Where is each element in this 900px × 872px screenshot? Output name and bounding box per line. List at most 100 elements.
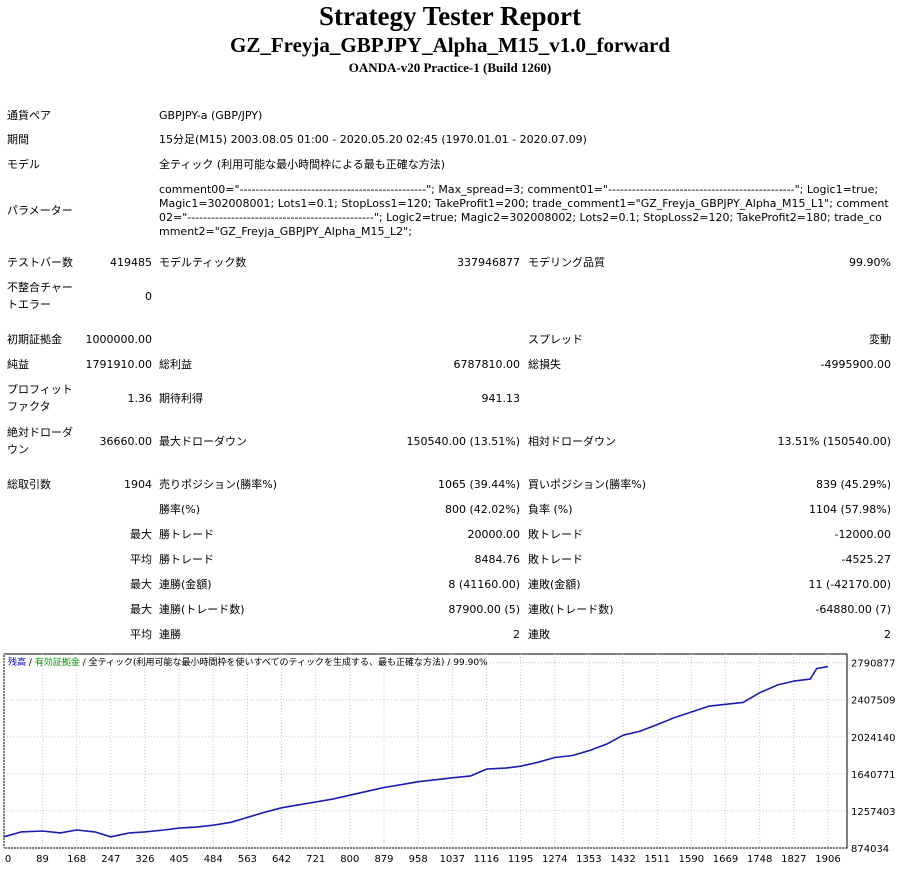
loss-pct-label: 負率 (%) [528,503,573,516]
x-tick-label: 247 [101,854,120,865]
avg-cons-win-value: 2 [513,628,520,641]
total-label: 総取引数 [7,478,51,491]
x-tick-label: 642 [272,854,291,865]
balance-line [3,665,829,838]
symbol-label: 通貨ペア [7,109,51,122]
report-title: Strategy Tester Report [319,1,581,31]
x-tick-label: 563 [238,854,257,865]
max-label: 最大 [130,528,152,541]
x-tick-label: 879 [374,854,393,865]
max-dd-value: 150540.00 (13.51%) [406,435,520,448]
mismatch-value: 0 [145,290,152,303]
expected-label: 期待利得 [159,392,203,405]
max-loss-label: 敗トレード [528,528,583,541]
max-dd-label: 最大ドローダウン [159,435,247,448]
model-label: モデル [7,158,40,171]
cons-win-money-label: 連勝(金額) [159,578,212,591]
abs-dd-value: 36660.00 [99,435,153,448]
avg-cons-win-label: 連勝 [159,628,181,641]
gross-profit-value: 6787810.00 [453,358,520,371]
params-label: パラメーター [7,204,73,217]
x-tick-label: 1195 [508,854,533,865]
x-tick-label: 1432 [610,854,635,865]
short-value: 1065 (39.44%) [437,478,520,491]
y-tick-label: 2407509 [851,696,896,707]
y-tick-label: 2790877 [851,659,896,670]
cons-win-trades-value: 87900.00 (5) [448,603,520,616]
chart-grid [3,654,847,849]
expert-name: GZ_Freyja_GBPJPY_Alpha_M15_v1.0_forward [230,33,670,57]
net-label: 純益 [7,358,29,371]
x-tick-label: 484 [204,854,223,865]
abs-dd-label-1: 絶対ドローダ [7,426,73,439]
pf-value: 1.36 [127,392,153,405]
gross-loss-value: -4995900.00 [820,358,891,371]
x-tick-label: 1590 [679,854,704,865]
x-tick-label: 1511 [644,854,669,865]
loss-pct-value: 1104 (57.98%) [808,503,891,516]
x-tick-label: 800 [340,854,359,865]
period-value: 15分足(M15) 2003.08.05 01:00 - 2020.05.20 … [159,133,587,146]
max-label: 最大 [130,603,152,616]
avg-win-label: 勝トレード [159,553,214,566]
gross-profit-label: 総利益 [159,358,192,371]
plot-area [3,653,848,849]
x-tick-label: 1827 [781,854,806,865]
legend-balance: 残高 [8,656,26,668]
abs-dd-label-2: ウン [7,443,29,456]
ticks-value: 337946877 [457,256,520,269]
y-tick-label: 1257403 [851,807,896,818]
x-tick-label: 89 [36,854,49,865]
legend-quality: 99.90% [453,658,488,668]
long-label: 買いポジション(勝率%) [528,478,647,491]
cons-loss-money-label: 連敗(金額) [528,578,581,591]
long-value: 839 (45.29%) [815,478,891,491]
model-value: 全ティック (利用可能な最小時間枠による最も正確な方法) [159,158,446,171]
x-tick-label: 1748 [747,854,772,865]
spread-value: 変動 [869,333,891,346]
avg-loss-value: -4525.27 [841,553,891,566]
x-tick-label: 168 [67,854,86,865]
y-tick-label: 874034 [851,844,889,855]
x-tick-label: 1274 [542,854,567,865]
cons-loss-money-value: 11 (-42170.00) [808,578,891,591]
params-value: comment00="-----------------------------… [159,183,889,238]
expected-value: 941.13 [481,392,521,405]
bars-value: 419485 [110,256,152,269]
chart-legend: 残高 / 有効証拠金 / 全ティック(利用可能な最小時間枠を使いすべてのティック… [8,656,488,668]
deposit-value: 1000000.00 [85,333,152,346]
x-tick-label: 1116 [474,854,499,865]
y-tick-label: 1640771 [851,770,896,781]
net-value: 1791910.00 [85,358,152,371]
avg-cons-loss-value: 2 [884,628,891,641]
cons-loss-trades-value: -64880.00 (7) [815,603,891,616]
pf-label-1: プロフィット [7,383,73,396]
avg-label: 平均 [130,628,152,641]
pf-label-2: ファクタ [7,400,51,413]
spread-label: スプレッド [528,333,583,346]
quality-label: モデリング品質 [528,256,605,269]
x-tick-label: 1353 [576,854,601,865]
x-tick-label: 405 [170,854,189,865]
avg-loss-label: 敗トレード [528,553,583,566]
x-tick-label: 1669 [713,854,738,865]
win-pct-value: 800 (42.02%) [444,503,520,516]
cons-loss-trades-label: 連敗(トレード数) [528,603,614,616]
legend-sep: / [80,658,89,668]
rel-dd-value: 13.51% (150540.00) [777,435,891,448]
x-tick-label: 0 [5,854,11,865]
max-label: 最大 [130,578,152,591]
server-info: OANDA-v20 Practice-1 (Build 1260) [348,60,552,75]
cons-win-trades-label: 連勝(トレード数) [159,603,245,616]
x-tick-label: 1037 [440,854,465,865]
quality-value: 99.90% [849,256,891,269]
max-win-value: 20000.00 [467,528,521,541]
legend-model: 全ティック(利用可能な最小時間枠を使いすべてのティックを生成する、最も正確な方法… [89,656,445,668]
avg-label: 平均 [130,553,152,566]
max-loss-value: -12000.00 [834,528,891,541]
legend-sep: / [26,658,35,668]
deposit-label: 初期証拠金 [7,333,62,346]
y-tick-label: 2024140 [851,733,896,744]
symbol-value: GBPJPY-a (GBP/JPY) [159,109,263,122]
balance-chart: 0 89 168 247 326 405 484 563 642 721 800 879 958 1037… [0,650,900,872]
